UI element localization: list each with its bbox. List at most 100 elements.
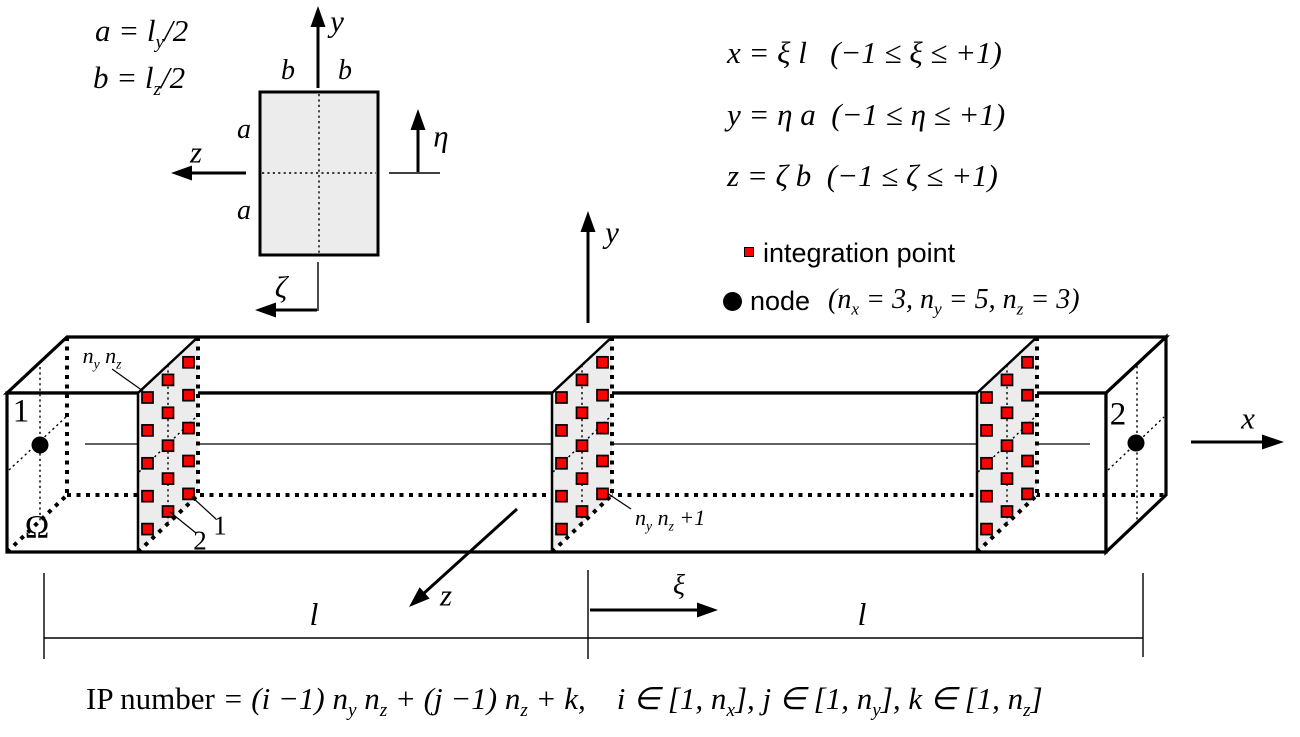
integration-point bbox=[1000, 439, 1014, 453]
integration-point bbox=[980, 489, 993, 503]
integration-point bbox=[596, 421, 609, 435]
integration-point bbox=[182, 355, 195, 369]
leader-ip1 bbox=[191, 496, 217, 520]
integration-point bbox=[575, 406, 589, 420]
integration-point bbox=[596, 355, 609, 369]
ip-plane-1-centerlines bbox=[138, 365, 198, 523]
zeta-axis-label: ζ bbox=[274, 269, 288, 305]
leader-nynz bbox=[111, 368, 144, 392]
ip-plane-2-bottom-edge bbox=[550, 493, 614, 554]
equation-x: x = ξ l (−1 ≤ ξ ≤ +1) bbox=[727, 35, 1002, 70]
beam-axes bbox=[409, 211, 1284, 618]
integration-point bbox=[141, 424, 154, 437]
integration-point bbox=[182, 487, 195, 501]
leader-ip2 bbox=[169, 511, 197, 534]
node-2-label: 2 bbox=[1109, 396, 1127, 433]
ip-plane-3 bbox=[975, 336, 1039, 554]
ip-next-plane-label: ny nz +1 bbox=[635, 505, 706, 534]
integration-point bbox=[141, 522, 154, 536]
equation-z: z = ζ b (−1 ≤ ζ ≤ +1) bbox=[727, 158, 998, 193]
equation-y: y = η a (−1 ≤ η ≤ +1) bbox=[727, 97, 1006, 132]
cs-z-axis-label: z bbox=[189, 134, 203, 170]
domain-omega-label: Ω bbox=[24, 509, 50, 546]
ip-number-formula-prefix: IP number bbox=[86, 681, 223, 716]
cs-a-bottom-label: a bbox=[237, 195, 251, 226]
integration-point bbox=[1000, 505, 1014, 518]
integration-point bbox=[575, 505, 589, 518]
integration-point bbox=[141, 391, 154, 404]
def-a-label: a = ly/2 bbox=[95, 13, 189, 54]
cs-z-axis-arrowhead bbox=[171, 165, 192, 181]
ip-1-label: 1 bbox=[213, 510, 227, 541]
z-axis-shaft bbox=[420, 507, 519, 597]
integration-point bbox=[1021, 454, 1034, 468]
integration-point bbox=[980, 424, 993, 437]
legend-integration-point-label: integration point bbox=[763, 238, 956, 268]
integration-point bbox=[1021, 355, 1034, 369]
ip-plane-3-squares bbox=[980, 355, 1034, 536]
ip-plane-2 bbox=[550, 336, 614, 554]
ip-plane-1-squares bbox=[141, 355, 195, 536]
beam-xi-axis-label: ξ bbox=[673, 570, 685, 601]
integration-point bbox=[182, 388, 195, 402]
legend-node-label: node bbox=[750, 286, 811, 316]
integration-point bbox=[575, 472, 589, 485]
ip-plane-3-centerlines bbox=[977, 365, 1037, 523]
integration-point bbox=[141, 456, 154, 470]
ip-corner-label: ny nz bbox=[82, 343, 122, 372]
ip-plane-2-solid-edges bbox=[550, 336, 613, 552]
node-1-dot bbox=[31, 436, 49, 454]
integration-point bbox=[161, 373, 175, 387]
ip-number-formula: IP number = (i −1) ny nz + (j −1) nz + k… bbox=[86, 681, 1043, 720]
ip-plane-2-centerlines bbox=[552, 365, 612, 523]
ip-plane-1-bottom-edge bbox=[136, 493, 200, 554]
ip-plane-3-solid-edges bbox=[975, 336, 1038, 552]
integration-point bbox=[555, 424, 568, 437]
integration-point bbox=[555, 489, 568, 503]
z-axis-arrowhead bbox=[409, 587, 430, 607]
ip-plane-1 bbox=[136, 336, 200, 554]
length-right-label: l bbox=[857, 596, 867, 632]
integration-point bbox=[141, 489, 154, 503]
leader-lines bbox=[111, 368, 632, 534]
legend-node-icon bbox=[723, 292, 742, 311]
cs-y-axis-label: y bbox=[330, 3, 344, 39]
integration-point bbox=[980, 391, 993, 404]
ip-plane-3-bottom-edge bbox=[975, 493, 1039, 554]
integration-point bbox=[555, 391, 568, 404]
beam-y-axis-label: y bbox=[605, 214, 619, 250]
leader-nynz-plus-1 bbox=[606, 492, 632, 510]
dimension-lines bbox=[43, 570, 1144, 659]
x-axis-arrowhead bbox=[1262, 434, 1284, 450]
beam-body bbox=[2, 333, 1171, 556]
y-axis-arrowhead bbox=[580, 211, 596, 232]
node-1-label: 1 bbox=[12, 393, 30, 430]
integration-point bbox=[1000, 373, 1014, 387]
integration-point bbox=[161, 439, 175, 453]
cross-section-diagram bbox=[171, 6, 440, 318]
legend-integration-point-icon bbox=[744, 247, 754, 257]
cs-b-left-label: b bbox=[281, 55, 295, 86]
eta-axis-label: η bbox=[433, 118, 449, 154]
integration-point bbox=[980, 456, 993, 470]
ip-plane-1-solid-edges bbox=[136, 336, 199, 552]
integration-point bbox=[182, 421, 195, 435]
eta-axis-arrowhead bbox=[410, 109, 426, 130]
integration-point bbox=[161, 472, 175, 485]
integration-point bbox=[1021, 487, 1034, 501]
integration-point bbox=[161, 505, 175, 518]
beam-z-axis-label: z bbox=[439, 577, 453, 613]
beam-x-axis-label: x bbox=[1241, 400, 1255, 436]
zeta-axis-arrowhead bbox=[255, 302, 276, 318]
integration-point bbox=[1021, 388, 1034, 402]
length-left-label: l bbox=[309, 596, 319, 632]
ip-2-label: 2 bbox=[193, 525, 207, 556]
cs-a-top-label: a bbox=[237, 114, 251, 145]
legend-node-counts: (nx = 3, ny = 5, nz = 3) bbox=[828, 284, 1080, 319]
integration-point bbox=[182, 454, 195, 468]
ip-plane-2-squares bbox=[555, 355, 609, 536]
integration-point bbox=[1000, 406, 1014, 420]
integration-point bbox=[1021, 421, 1034, 435]
